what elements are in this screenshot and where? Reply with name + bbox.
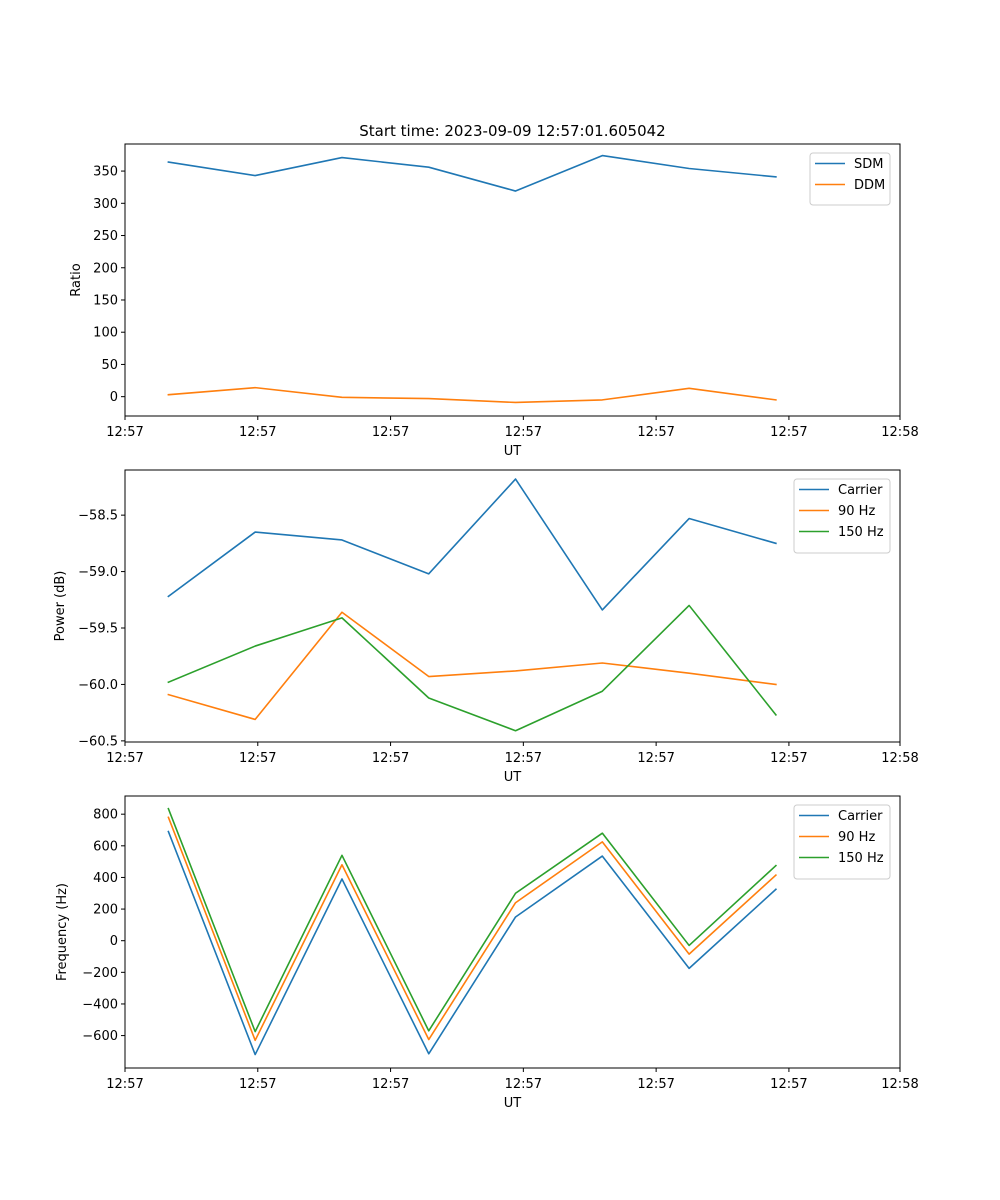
x-tick-label: 12:57 <box>770 751 807 766</box>
y-axis-label: Ratio <box>69 263 84 296</box>
legend: Carrier 90 Hz 150 Hz <box>793 804 891 880</box>
y-tick-label: −400 <box>82 997 118 1012</box>
figure-title: Start time: 2023-09-09 12:57:01.605042 <box>359 122 665 140</box>
series-line-150-hz <box>167 604 778 732</box>
plot-area <box>125 796 900 1068</box>
series-line-150-hz <box>167 807 778 1033</box>
legend: SDM DDM <box>809 152 891 206</box>
y-tick-label: 300 <box>93 197 118 212</box>
legend-box <box>793 478 891 554</box>
legend-label: DDM <box>854 178 885 193</box>
legend-box <box>809 152 891 206</box>
plot-frame <box>124 469 901 743</box>
x-tick-label: 12:57 <box>106 425 143 440</box>
legend-label: 90 Hz <box>838 504 875 519</box>
x-tick-label: 12:57 <box>372 425 409 440</box>
series-line-sdm <box>167 154 777 192</box>
legend-label: Carrier <box>838 809 883 824</box>
series-line-carrier <box>167 478 777 611</box>
plot-frame <box>124 795 901 1069</box>
legend-label: SDM <box>854 157 883 172</box>
y-tick-label: 200 <box>93 261 118 276</box>
chart-panel-2: −60.5 −60.0 −59.5 −59.0 −58.5 12:57 12:57 12:57… <box>53 469 919 785</box>
series-line-ddm <box>167 386 777 404</box>
legend: Carrier 90 Hz 150 Hz <box>793 478 891 554</box>
y-tick-label: 350 <box>93 165 118 180</box>
y-tick-label: −60.5 <box>78 734 118 749</box>
y-tick-label: 200 <box>93 903 118 918</box>
y-tick-label: 0 <box>110 390 118 405</box>
x-tick-label: 12:57 <box>505 1077 542 1092</box>
x-tick-label: 12:57 <box>239 425 276 440</box>
series-line-90-hz <box>167 816 778 1042</box>
y-tick-label: 800 <box>93 808 118 823</box>
x-axis-label: UT <box>504 1096 522 1111</box>
x-tick-label: 12:57 <box>637 425 674 440</box>
y-tick-label: 0 <box>110 934 118 949</box>
x-tick-label: 12:57 <box>505 751 542 766</box>
y-tick-label: 250 <box>93 229 118 244</box>
x-tick-label: 12:57 <box>770 425 807 440</box>
x-tick-label: 12:57 <box>637 751 674 766</box>
y-tick-label: −600 <box>82 1029 118 1044</box>
x-tick-label: 12:58 <box>881 751 918 766</box>
x-tick-label: 12:57 <box>372 1077 409 1092</box>
legend-label: 150 Hz <box>838 525 884 540</box>
x-tick-label: 12:57 <box>770 1077 807 1092</box>
series-line-carrier <box>167 830 778 1056</box>
y-tick-label: −59.0 <box>78 565 118 580</box>
legend-label: Carrier <box>838 483 883 498</box>
x-tick-label: 12:57 <box>239 751 276 766</box>
y-axis-label: Frequency (Hz) <box>55 883 70 981</box>
y-tick-label: −58.5 <box>78 509 118 524</box>
y-tick-label: 600 <box>93 839 118 854</box>
y-tick-label: −200 <box>82 966 118 981</box>
x-tick-label: 12:58 <box>881 425 918 440</box>
y-tick-label: 150 <box>93 293 118 308</box>
x-tick-label: 12:57 <box>106 751 143 766</box>
y-tick-label: 100 <box>93 326 118 341</box>
plot-area <box>125 470 900 742</box>
x-tick-label: 12:57 <box>505 425 542 440</box>
plot-frame <box>124 143 901 417</box>
chart-panel-3: −600 −400 −200 0 200 400 600 800 12:57 12:57 12:57… <box>55 795 919 1111</box>
y-tick-label: −60.0 <box>78 678 118 693</box>
y-tick-label: 400 <box>93 871 118 886</box>
plot-area <box>125 144 900 416</box>
x-axis-label: UT <box>504 770 522 785</box>
legend-label: 90 Hz <box>838 830 875 845</box>
x-tick-label: 12:58 <box>881 1077 918 1092</box>
chart-panel-1: 0 50 100 150 200 250 300 350 12:57 12:57 12:57 12:5… <box>69 143 919 459</box>
y-tick-label: 50 <box>101 358 118 373</box>
chart-panels: 0 50 100 150 200 250 300 350 12:57 12:57 12:57 12:5… <box>53 143 919 1111</box>
legend-box <box>793 804 891 880</box>
y-axis-label: Power (dB) <box>53 571 68 642</box>
legend-label: 150 Hz <box>838 851 884 866</box>
x-tick-label: 12:57 <box>106 1077 143 1092</box>
x-tick-label: 12:57 <box>637 1077 674 1092</box>
x-tick-label: 12:57 <box>239 1077 276 1092</box>
x-axis-label: UT <box>504 444 522 459</box>
y-tick-label: −59.5 <box>78 622 118 637</box>
series-line-90-hz <box>167 611 777 721</box>
x-tick-label: 12:57 <box>372 751 409 766</box>
